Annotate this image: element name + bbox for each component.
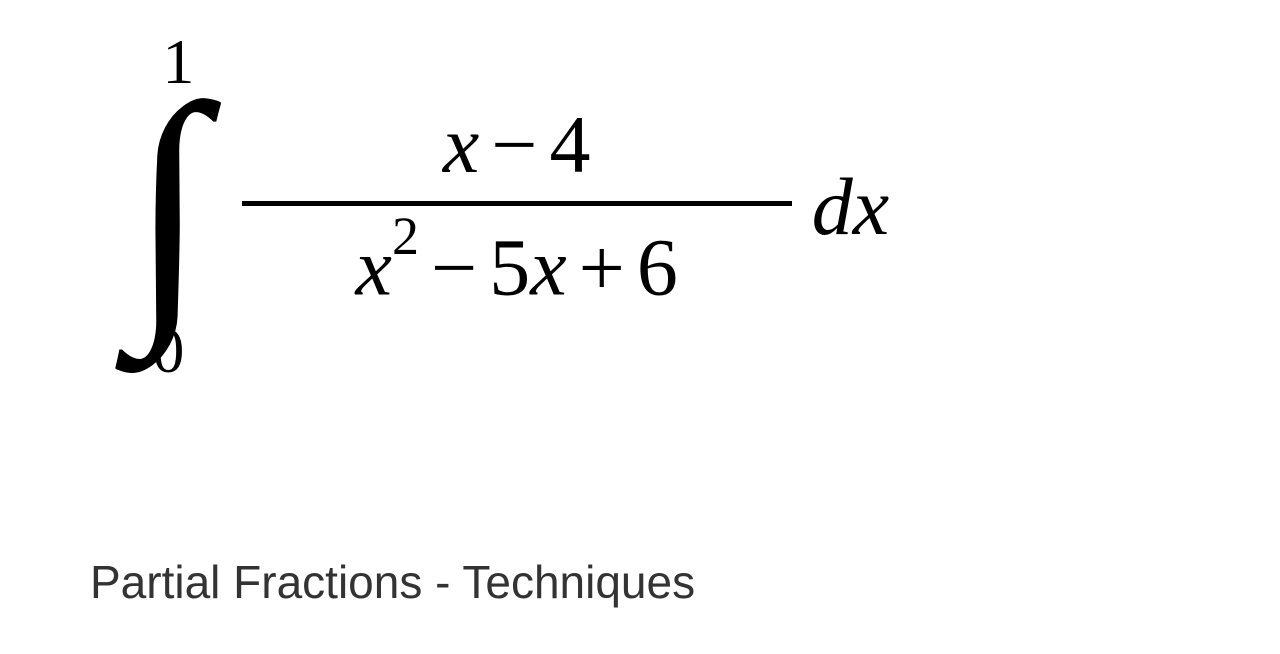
numerator-variable: x: [443, 99, 479, 190]
numerator: x−4: [433, 104, 601, 201]
lower-limit: 0: [152, 319, 184, 383]
integral-symbol: ∫: [130, 99, 207, 309]
denom-var2: x: [530, 222, 566, 313]
integral-equation: 1 ∫ 0 x−4 x2−5x+6 dx: [130, 30, 889, 383]
denominator: x2−5x+6: [346, 206, 688, 308]
differential: dx: [812, 166, 889, 248]
denom-minus: −: [431, 222, 477, 313]
caption-text: Partial Fractions - Techniques: [90, 555, 695, 609]
denom-coef: 5: [489, 222, 530, 313]
integrand-fraction: x−4 x2−5x+6: [242, 104, 792, 308]
denom-constant: 6: [637, 222, 678, 313]
denom-var1: x: [356, 222, 392, 313]
numerator-constant: 4: [550, 99, 591, 190]
integral-with-limits: 1 ∫ 0: [130, 30, 207, 383]
numerator-minus: −: [491, 99, 537, 190]
denom-plus: +: [579, 222, 625, 313]
denom-exponent: 2: [392, 206, 419, 266]
